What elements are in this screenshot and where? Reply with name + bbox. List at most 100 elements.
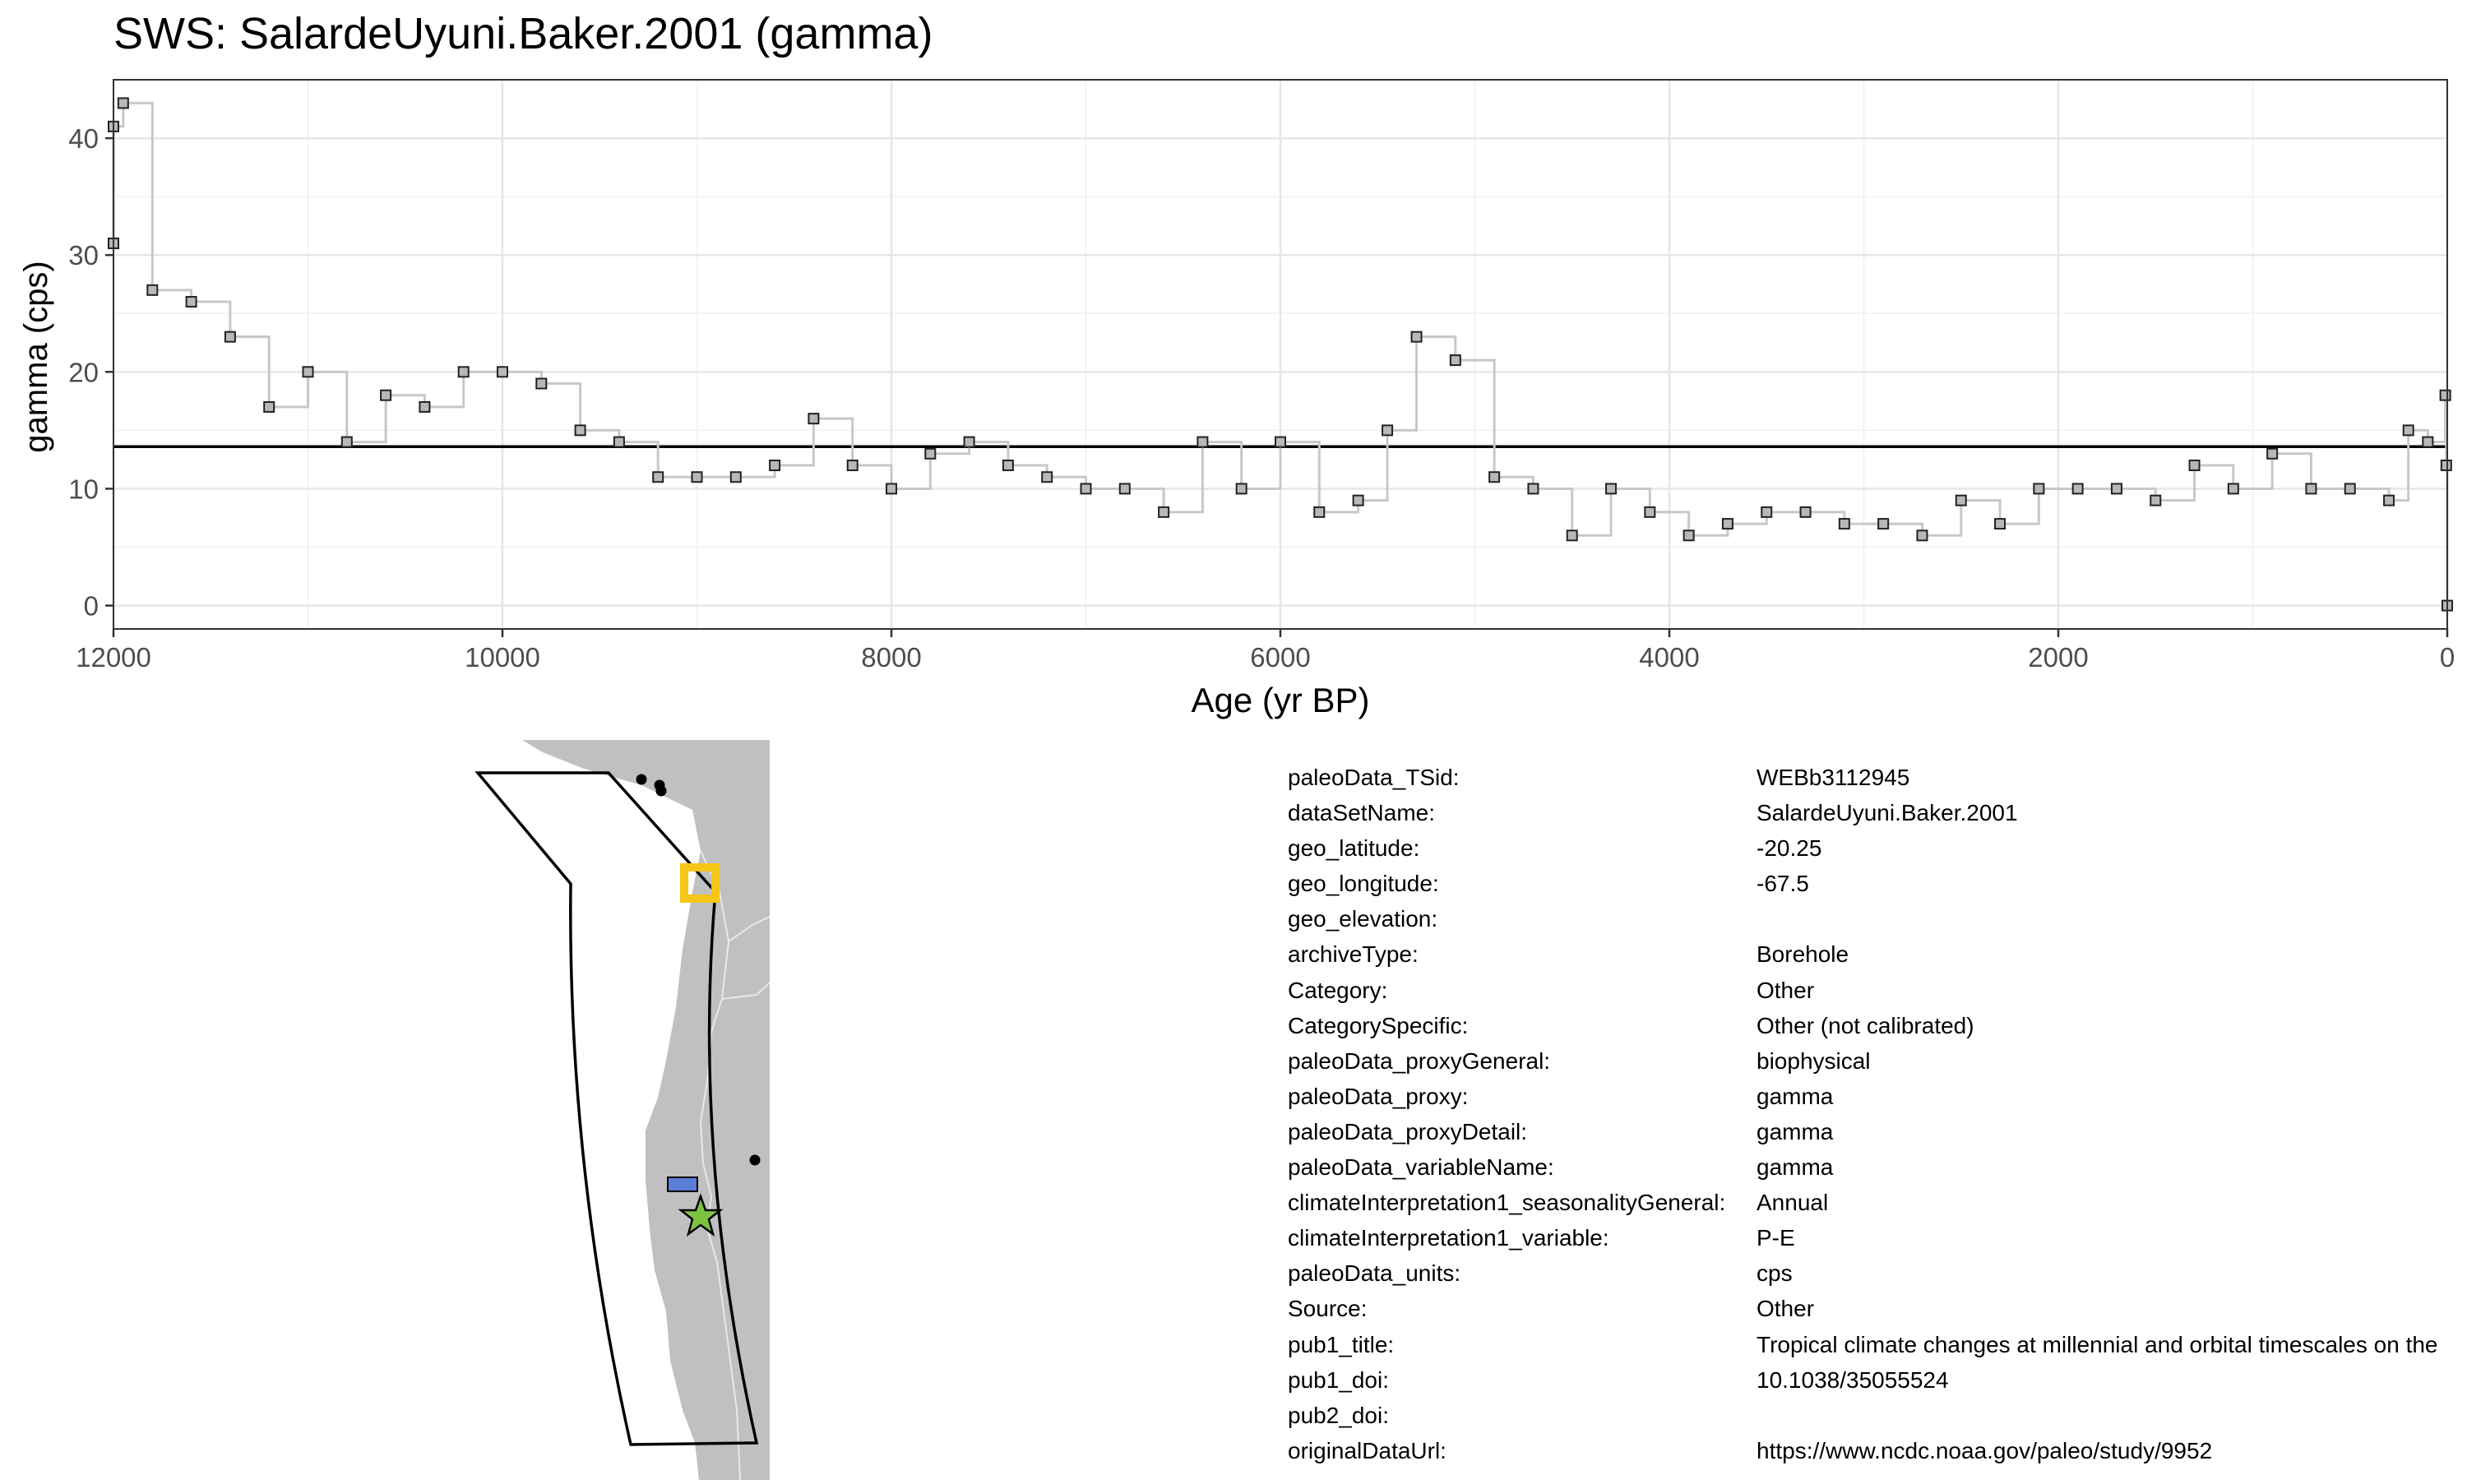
metadata-value: Borehole <box>1757 941 1849 968</box>
metadata-value: gamma <box>1757 1118 1834 1144</box>
metadata-key: pub1_title: <box>1288 1331 1395 1357</box>
metadata-row: dataSetName: SalardeUyuni.Baker.2001 <box>1288 795 2467 830</box>
data-point <box>1644 506 1656 518</box>
metadata-row: pub2_doi: <box>1288 1398 2467 1433</box>
metadata-value: Tropical climate changes at millennial a… <box>1757 1331 2438 1357</box>
metadata-key: geo_elevation: <box>1288 906 1438 932</box>
metadata-key: paleoData_units: <box>1288 1260 1461 1287</box>
location-map <box>474 740 771 1481</box>
data-point <box>808 413 820 425</box>
metadata-key: geo_longitude: <box>1288 871 1439 897</box>
data-point <box>1761 506 1773 518</box>
data-point <box>1916 529 1928 542</box>
data-point <box>1158 506 1170 518</box>
other-record-dot <box>636 774 647 785</box>
metadata-key: pub2_doi: <box>1288 1402 1390 1428</box>
data-point <box>302 366 314 378</box>
metadata-key: climateInterpretation1_variable: <box>1288 1225 1609 1251</box>
data-point <box>1721 518 1733 530</box>
data-point <box>1235 483 1247 495</box>
metadata-row: paleoData_proxyDetail: gamma <box>1288 1114 2467 1149</box>
metadata-value: P-E <box>1757 1225 1795 1251</box>
data-point <box>535 377 548 390</box>
metadata-row: climateInterpretation1_variable: P-E <box>1288 1220 2467 1255</box>
data-point <box>652 471 664 483</box>
data-point <box>2440 460 2452 472</box>
metadata-key: archiveType: <box>1288 941 1419 968</box>
data-point <box>1838 518 1850 530</box>
data-point <box>963 436 975 448</box>
data-point <box>1994 518 2006 530</box>
data-point <box>1275 436 1286 448</box>
data-point <box>2402 424 2414 437</box>
data-point <box>1488 471 1501 483</box>
data-point <box>224 331 236 343</box>
chart: 0 10 20 30 40 12000 10000 8000 6000 4000 2000 0 Age… <box>18 79 2455 719</box>
country-border <box>721 982 771 1000</box>
data-point <box>2071 483 2084 495</box>
metadata-value: gamma <box>1757 1083 1834 1109</box>
metadata-value: https://www.ncdc.noaa.gov/paleo/study/99… <box>1757 1437 2213 1463</box>
metadata-value: 10.1038/35055524 <box>1757 1366 1949 1393</box>
metadata-row: climateInterpretation1_seasonalityGenera… <box>1288 1185 2467 1220</box>
chart-title: SWS: SalardeUyuni.Baker.2001 (gamma) <box>113 9 933 58</box>
data-point <box>2110 483 2122 495</box>
y-tick-label: 20 <box>68 357 99 387</box>
data-point <box>729 471 742 483</box>
metadata-key: CategorySpecific: <box>1288 1012 1469 1038</box>
data-point <box>497 366 508 378</box>
metadata-value: Other (not calibrated) <box>1757 1012 1974 1038</box>
data-point <box>1352 494 1364 506</box>
metadata-table: paleoData_TSid: WEBb3112945 dataSetName: S… <box>1288 760 2467 1468</box>
data-point <box>2227 483 2239 495</box>
land-area <box>522 740 770 1480</box>
data-point <box>2188 460 2201 472</box>
data-point <box>1080 483 1092 495</box>
data-point <box>380 389 392 401</box>
metadata-value: Other <box>1757 977 1815 1003</box>
data-point <box>1313 506 1326 518</box>
other-record-dot <box>655 785 667 797</box>
data-point <box>1799 506 1812 518</box>
data-point <box>691 471 703 483</box>
data-point <box>1382 424 1394 437</box>
x-tick-label: 8000 <box>861 642 921 673</box>
data-point <box>574 424 586 437</box>
data-point <box>340 436 353 448</box>
search-region-outline <box>474 771 759 1446</box>
data-point <box>2266 447 2279 460</box>
metadata-row: pub1_title: Tropical climate changes at m… <box>1288 1327 2467 1362</box>
y-tick-label: 40 <box>68 123 99 154</box>
data-point <box>2344 483 2356 495</box>
x-tick-label: 0 <box>2440 642 2455 673</box>
metadata-value: WEBb3112945 <box>1757 765 1910 790</box>
metadata-key: Category: <box>1288 977 1388 1003</box>
metadata-key: geo_latitude: <box>1288 835 1420 862</box>
metadata-row: pub1_doi: 10.1038/35055524 <box>1288 1362 2467 1398</box>
data-point <box>2422 436 2434 448</box>
metadata-value: -20.25 <box>1757 835 1822 862</box>
metadata-row: originalDataUrl: https://www.ncdc.noaa.go… <box>1288 1433 2467 1468</box>
data-point <box>2150 494 2162 506</box>
data-point <box>1566 529 1578 542</box>
metadata-key: paleoData_proxyDetail: <box>1288 1118 1528 1144</box>
data-point <box>1955 494 1967 506</box>
country-border <box>728 916 771 942</box>
metadata-key: paleoData_proxyGeneral: <box>1288 1047 1551 1074</box>
axis-layer: 0 10 20 30 40 12000 10000 8000 6000 4000 2000 0 <box>68 123 2455 673</box>
metadata-key: originalDataUrl: <box>1288 1437 1446 1463</box>
metadata-key: paleoData_TSid: <box>1288 765 1460 790</box>
metadata-key: climateInterpretation1_seasonalityGenera… <box>1288 1190 1726 1216</box>
metadata-key: dataSetName: <box>1288 800 1435 826</box>
data-point <box>185 296 197 308</box>
data-point <box>117 97 129 109</box>
data-point <box>2305 483 2317 495</box>
data-point <box>457 366 470 378</box>
data-point <box>846 460 859 472</box>
metadata-row: geo_elevation: <box>1288 901 2467 936</box>
points-layer <box>108 97 2453 612</box>
x-tick-label: 12000 <box>76 642 151 673</box>
country-border <box>699 850 741 1481</box>
data-point <box>1002 460 1014 472</box>
data-point <box>769 460 781 472</box>
